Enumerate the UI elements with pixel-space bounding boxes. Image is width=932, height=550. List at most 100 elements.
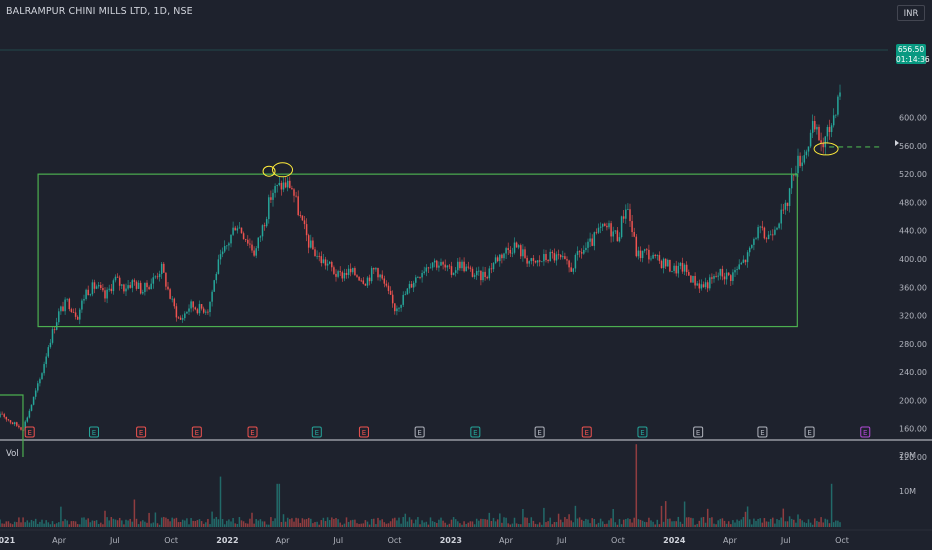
candle-body [7, 419, 10, 421]
candle-body [761, 226, 764, 228]
volume-bar [312, 523, 314, 527]
volume-bar [625, 519, 627, 527]
candle-body [179, 317, 182, 320]
candle-body [307, 235, 310, 248]
volume-bar [192, 520, 194, 527]
volume-bar [526, 517, 528, 527]
volume-bar [652, 521, 654, 527]
volume-bar [280, 522, 283, 527]
candle-body [685, 264, 688, 273]
candle-body [249, 243, 251, 245]
volume-bar [60, 506, 62, 527]
earnings-marker [88, 426, 99, 438]
candle-body [257, 237, 260, 249]
volume-bar [278, 483, 281, 527]
volume-bar [104, 510, 106, 527]
volume-bar [769, 518, 772, 527]
candle-body [583, 250, 585, 254]
candle-body [436, 260, 438, 268]
volume-bar [494, 521, 497, 527]
candle-body [799, 155, 801, 167]
volume-bar [786, 521, 789, 527]
candle-body [192, 301, 194, 308]
circled-point-marker [813, 142, 839, 156]
volume-bar [778, 520, 780, 527]
candle-body [690, 275, 692, 283]
volume-bar [282, 514, 285, 527]
earnings-marker-label: E [585, 429, 589, 437]
volume-bar [343, 523, 346, 527]
volume-bar [219, 476, 222, 527]
candle-body [396, 308, 398, 312]
volume-bar [583, 521, 585, 527]
volume-bar [742, 517, 745, 527]
volume-bar [574, 505, 577, 527]
candle-body [620, 216, 623, 238]
candle-body [144, 282, 146, 293]
candle-body [251, 244, 253, 251]
volume-bar [513, 517, 516, 527]
candle-body [507, 248, 509, 250]
volume-bar [442, 520, 444, 527]
earnings-marker [534, 426, 545, 438]
candle-body [398, 307, 400, 309]
volume-bar [131, 521, 134, 527]
volume-bar [700, 517, 703, 527]
candle-body [629, 209, 631, 222]
candle-body [769, 234, 772, 236]
candle-body [37, 383, 39, 391]
volume-bar [639, 519, 642, 527]
volume-bar [114, 519, 117, 527]
candle-body [698, 283, 701, 289]
candle-body [74, 312, 77, 317]
candle-body [809, 132, 812, 147]
volume-bar [34, 518, 37, 527]
candle-body [343, 273, 346, 279]
volume-bar [627, 518, 629, 527]
volume-bar [24, 522, 26, 527]
candle-body [160, 263, 163, 274]
candle-body [366, 277, 369, 286]
volume-bar [568, 514, 570, 527]
volume-bar [175, 517, 178, 527]
candle-body [478, 270, 480, 272]
candle-body [49, 342, 52, 348]
currency-button[interactable]: INR [897, 5, 925, 21]
volume-bar [72, 521, 75, 527]
candle-body [70, 309, 73, 312]
candle-body [13, 422, 16, 425]
volume-bar [79, 524, 81, 527]
volume-bar [835, 520, 837, 527]
volume-bar [520, 524, 522, 527]
volume-bar [740, 519, 743, 527]
candle-body [490, 268, 493, 270]
volume-bar [133, 499, 136, 527]
candle-body [622, 216, 625, 219]
candle-body [188, 308, 190, 312]
candle-body [255, 248, 257, 256]
volume-bar [272, 521, 274, 527]
volume-bar [685, 517, 688, 527]
volume-bar [28, 522, 31, 527]
candle-body [364, 283, 367, 286]
volume-bar [551, 524, 554, 527]
candle-body [284, 182, 287, 188]
candle-body [734, 270, 736, 273]
volume-bar [774, 523, 776, 527]
candle-body [585, 247, 587, 251]
candle-body [20, 427, 22, 430]
candle-body [97, 285, 100, 287]
candle-body [830, 125, 833, 133]
candle-body [572, 268, 575, 272]
volume-bar [234, 523, 236, 527]
volume-bar [377, 517, 379, 527]
volume-bar [368, 524, 371, 527]
volume-bar [22, 517, 24, 527]
candle-body [303, 220, 306, 225]
volume-bar [715, 524, 717, 527]
candle-body [627, 209, 629, 211]
candle-body [654, 254, 656, 256]
candle-body [9, 420, 12, 423]
volume-bar [475, 518, 478, 527]
